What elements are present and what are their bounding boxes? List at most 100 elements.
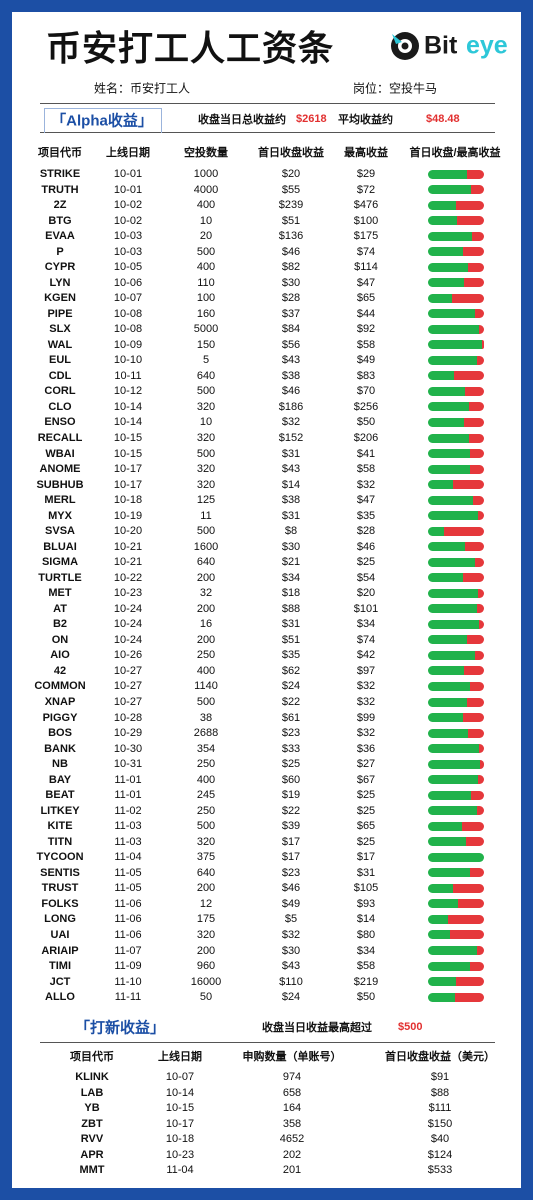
cell: 10-20 [113,525,143,538]
cell: $51 [281,214,301,227]
cell: $111 [428,1102,452,1114]
cell: 10-08 [113,323,143,336]
bar-remaining [473,495,484,505]
cell: $18 [281,587,301,600]
bar-remaining [477,946,484,955]
cell: $36 [356,742,376,755]
cell: PIGGY [42,711,78,724]
cell: 2688 [193,727,219,740]
bar-remaining [470,681,484,691]
cell: BANK [44,742,76,755]
cell: 358 [282,1117,302,1130]
cell: $17 [356,851,376,864]
cell: P [56,245,64,258]
cell: $49 [281,897,301,910]
cell: $20 [281,168,301,180]
cell: $35 [356,509,376,522]
cell: $25 [356,804,376,817]
cell: $58 [356,463,376,476]
cell: $34 [356,618,376,631]
cell: 11-01 [114,789,142,802]
cell: 12 [199,897,213,910]
cell: $21 [281,556,301,569]
cell: WBAI [45,447,75,460]
cell: 110 [197,276,215,289]
cell: $61 [281,711,301,724]
bar-remaining [479,324,484,334]
bar-first-day [428,511,478,521]
summary-label: 收盘当日总收益约 [198,114,286,126]
cell: $30 [281,944,301,957]
bar-first-day [428,946,478,955]
bar-first-day [428,278,464,288]
bar-first-day [428,417,464,427]
bar-remaining [461,821,484,831]
bar-first-day [428,697,467,707]
bar-remaining [454,992,484,1002]
cell: $92 [356,323,376,336]
bar-first-day [428,247,463,257]
cell: 200 [196,944,216,957]
bar-remaining [457,899,484,909]
cell: APR [80,1148,104,1161]
cell: 10-21 [113,556,143,569]
cell: 320 [196,432,216,444]
cell: 10 [199,416,213,429]
cell: $35 [281,649,301,662]
divider [40,103,495,104]
cell: 960 [196,960,216,973]
cell: WAL [47,338,73,351]
cell: KITE [47,820,73,833]
cell: 42 [53,664,67,677]
cell: $219 [353,975,379,988]
title: 币安打工人工资条 [45,29,335,69]
cell: 10-08 [113,307,143,320]
cell: $31 [281,618,301,631]
cell: 10-26 [113,649,143,662]
bar-first-day [428,681,470,691]
cell: $58 [356,960,376,973]
cell: $47 [356,276,376,289]
cell: LITKEY [40,804,80,817]
bar-first-day [428,666,464,676]
column-header: 首日收盘/最高收益 [409,147,501,159]
bar-remaining [469,961,484,971]
section-tab [44,108,162,133]
bar-first-day [428,433,470,443]
bar-first-day [428,371,454,381]
bar-first-day [428,713,463,723]
cell: $82 [281,261,301,274]
cell: BOS [48,727,72,740]
cell: 10-03 [113,230,143,243]
bar-remaining [463,417,484,427]
bar-remaining [466,837,484,847]
cell: B2 [52,618,68,631]
cell: 10-28 [113,711,143,724]
bar-first-day [428,899,458,909]
cell: $65 [356,820,376,833]
cell: 500 [196,447,216,460]
cell: BAY [48,773,72,786]
cell: $150 [427,1117,453,1130]
cell: $5 [284,913,298,926]
bar-remaining [468,728,484,738]
cell: $32 [281,416,301,429]
cell: 10-27 [113,664,143,677]
cell: $91 [430,1071,450,1083]
cell: CDL [48,369,72,382]
cell: TYCOON [36,851,84,864]
cell: 10-15 [113,447,143,460]
bar-first-day [428,480,453,490]
cell: 10-07 [165,1071,195,1083]
cell: 11-03 [114,820,142,833]
cell: MERL [44,494,76,507]
cell: 500 [196,525,216,538]
bar-first-day [428,355,478,365]
cell: LAB [80,1086,104,1099]
bar-remaining [452,480,484,490]
cell: TIMI [49,960,71,973]
bar-remaining [477,806,484,816]
bar-remaining [476,604,484,614]
cell: JCT [49,975,71,988]
